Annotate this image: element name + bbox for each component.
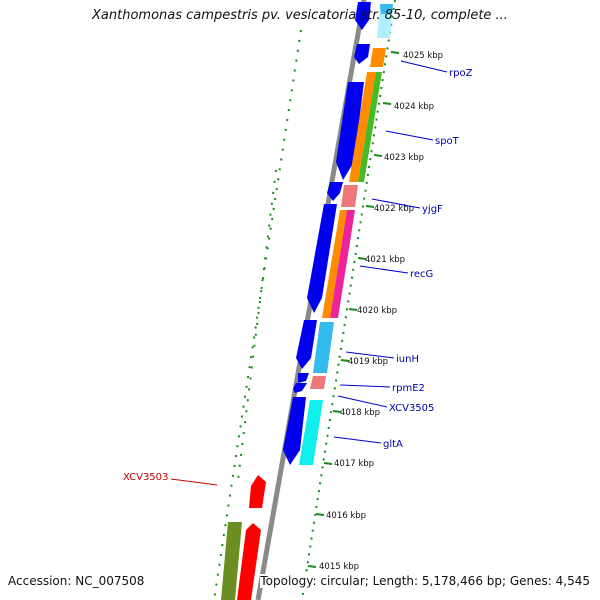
leader-line: [371, 198, 421, 209]
gene-arrow: [313, 322, 334, 373]
tick-mark: [365, 205, 375, 208]
tick-label: 4021 kbp: [365, 255, 405, 265]
strand-one-genes: [283, 2, 371, 465]
leader-line-red: [170, 478, 218, 486]
tick-label: 4024 kbp: [394, 102, 434, 112]
leader-line: [385, 130, 434, 141]
tick-mark: [390, 51, 400, 54]
lower-genes: [221, 475, 266, 600]
tick-mark: [357, 257, 367, 260]
inner-dotted-ring: [301, 0, 396, 600]
gene-arrow: [327, 182, 343, 201]
outer-dotted-ring: [213, 29, 302, 600]
map-title: Xanthomonas campestris pv. vesicatoria s…: [92, 8, 508, 23]
gene-arrow: [296, 320, 317, 369]
gene-labels: rpoZ spoT yjgF recG iunH rpmE2 XCV3505 g…: [123, 68, 473, 483]
genome-summary-text: Topology: circular; Length: 5,178,466 bp…: [260, 574, 590, 588]
gene-arrow: [355, 2, 371, 30]
tick-label: 4025 kbp: [403, 51, 443, 61]
gene-label-yjgF[interactable]: yjgF: [422, 204, 443, 215]
gene-label-rpmE2[interactable]: rpmE2: [392, 383, 425, 394]
gene-arrow: [310, 376, 326, 389]
gene-label-rpoZ[interactable]: rpoZ: [449, 68, 473, 79]
gene-arrow: [354, 44, 370, 64]
tick-label: 4017 kbp: [334, 459, 374, 469]
gene-arrow: [322, 210, 347, 318]
gene-label-XCV3503[interactable]: XCV3503: [123, 472, 168, 483]
accession-text: Accession: NC_007508: [8, 574, 145, 588]
gene-label-gltA[interactable]: gltA: [383, 439, 403, 450]
gene-arrow: [349, 72, 376, 182]
tick-mark: [373, 154, 383, 157]
gene-label-recG[interactable]: recG: [410, 269, 433, 280]
tick-mark: [323, 462, 333, 465]
tick-mark: [382, 102, 392, 105]
gene-label-spoT[interactable]: spoT: [435, 136, 460, 147]
gene-arrow: [298, 373, 309, 383]
gene-arrow: [336, 82, 364, 180]
gene-arrow: [380, 4, 393, 14]
gene-label-XCV3505[interactable]: XCV3505: [389, 403, 434, 414]
leader-line: [339, 384, 391, 388]
tick-label: 4016 kbp: [326, 511, 366, 521]
tick-label: 4023 kbp: [384, 153, 424, 163]
tick-label: 4018 kbp: [340, 408, 380, 418]
gene-arrow: [299, 400, 323, 465]
gene-arrow: [370, 48, 386, 67]
tick-label: 4015 kbp: [319, 562, 359, 572]
gene-arrow: [307, 204, 337, 313]
gene-arrow: [283, 397, 306, 465]
gc-dotted-line: [237, 169, 277, 481]
tick-mark: [332, 410, 342, 413]
tick-mark: [315, 513, 325, 516]
strand-two-genes: [299, 4, 393, 465]
gene-label-iunH[interactable]: iunH: [396, 354, 419, 365]
tick-label: 4019 kbp: [348, 357, 388, 367]
scale-ticks: [307, 51, 400, 568]
leader-line: [337, 395, 388, 408]
tick-mark: [307, 565, 317, 568]
leader-line: [333, 436, 382, 444]
gene-arrow: [330, 210, 355, 318]
label-leader-lines: [333, 60, 448, 444]
gene-arrow: [358, 72, 382, 182]
gene-arrow: [221, 522, 242, 600]
gene-arrow: [293, 383, 307, 393]
gene-arrow: [237, 523, 261, 600]
gene-arrow: [341, 185, 358, 207]
gene-arrow: [249, 475, 266, 508]
leader-line: [400, 60, 448, 73]
scale-tick-labels: 4025 kbp 4024 kbp 4023 kbp 4022 kbp 4021…: [319, 51, 443, 572]
leader-line: [359, 265, 409, 274]
tick-label: 4020 kbp: [357, 306, 397, 316]
tick-mark: [340, 359, 350, 362]
leader-line: [345, 351, 395, 359]
tick-label: 4022 kbp: [374, 204, 414, 214]
tick-mark: [348, 308, 358, 311]
